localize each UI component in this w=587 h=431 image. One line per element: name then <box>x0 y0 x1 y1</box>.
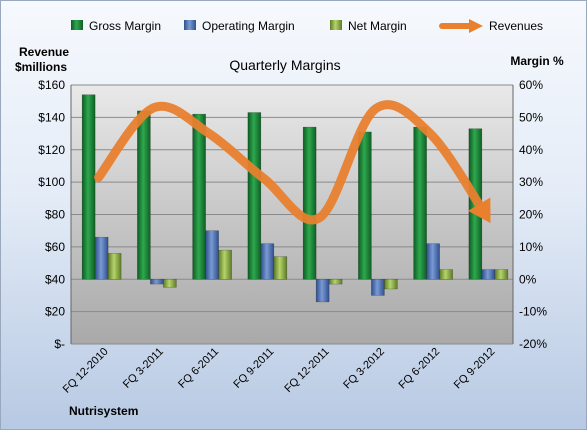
right-tick-label: -10% <box>519 305 547 319</box>
left-tick-label: $160 <box>38 78 65 92</box>
net-margin-bar <box>384 279 397 289</box>
left-tick-label: $140 <box>38 110 65 124</box>
right-tick-label: 10% <box>519 240 543 254</box>
operating-margin-bar <box>482 270 495 280</box>
legend-arrow-revenues <box>469 19 483 33</box>
gross-margin-bar <box>137 111 150 279</box>
gross-margin-bar <box>248 113 261 280</box>
left-tick-label: $120 <box>38 143 65 157</box>
gross-margin-bar <box>303 127 316 279</box>
right-tick-label: 60% <box>519 78 543 92</box>
legend-label-operating-margin: Operating Margin <box>202 19 295 33</box>
category-label: FQ 3-2012 <box>341 346 387 392</box>
left-tick-label: $20 <box>45 305 65 319</box>
operating-margin-bar <box>371 279 384 295</box>
category-label: FQ 12-2010 <box>61 346 111 396</box>
category-label: FQ 3-2011 <box>121 346 166 391</box>
gross-margin-bar <box>193 114 206 279</box>
category-label: FQ 6-2011 <box>176 346 221 391</box>
legend-swatch-gross-margin <box>71 20 83 30</box>
legend-label-net-margin: Net Margin <box>348 19 407 33</box>
left-axis-title-line2: $millions <box>15 60 67 74</box>
gross-margin-bar <box>358 132 371 279</box>
gross-margin-bar <box>82 95 95 280</box>
net-margin-bar <box>329 279 342 284</box>
legend-label-revenues: Revenues <box>489 19 543 33</box>
left-tick-label: $100 <box>38 175 65 189</box>
right-tick-label: 50% <box>519 110 543 124</box>
category-label: FQ 6-2012 <box>397 346 443 392</box>
gross-margin-bar <box>414 127 427 279</box>
net-margin-bar <box>495 270 508 280</box>
net-margin-bar <box>108 253 121 279</box>
right-tick-label: 40% <box>519 143 543 157</box>
chart-title: Quarterly Margins <box>229 57 340 73</box>
right-tick-label: 30% <box>519 175 543 189</box>
category-label: FQ 12-2011 <box>282 346 331 395</box>
left-axis-title-line1: Revenue <box>19 45 69 59</box>
left-tick-label: $40 <box>45 272 65 286</box>
right-tick-label: -20% <box>519 337 547 351</box>
legend-label-gross-margin: Gross Margin <box>89 19 161 33</box>
operating-margin-bar <box>261 244 274 280</box>
right-tick-label: 20% <box>519 208 543 222</box>
legend-swatch-operating-margin <box>184 20 196 30</box>
company-label: Nutrisystem <box>69 404 138 418</box>
right-tick-label: 0% <box>519 272 537 286</box>
category-label: FQ 9-2011 <box>231 346 276 391</box>
operating-margin-bar <box>95 237 108 279</box>
net-margin-bar <box>219 250 232 279</box>
legend-swatch-net-margin <box>330 20 342 30</box>
left-tick-label: $80 <box>45 208 65 222</box>
category-label: FQ 9-2012 <box>452 346 498 392</box>
left-tick-label: $- <box>54 337 65 351</box>
operating-margin-bar <box>150 279 163 284</box>
operating-margin-bar <box>316 279 329 302</box>
net-margin-bar <box>274 257 287 280</box>
net-margin-bar <box>163 279 176 287</box>
operating-margin-bar <box>206 231 219 280</box>
left-tick-label: $60 <box>45 240 65 254</box>
operating-margin-bar <box>427 244 440 280</box>
right-axis-title: Margin % <box>510 54 564 68</box>
net-margin-bar <box>440 270 453 280</box>
legend: Gross Margin Operating Margin Net Margin… <box>71 19 543 33</box>
